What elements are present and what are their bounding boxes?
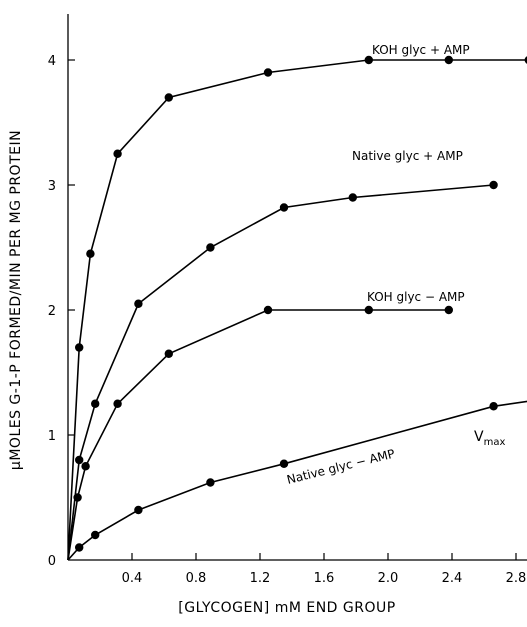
data-point-koh-glyc-amp bbox=[86, 249, 95, 258]
y-tick-label: 3 bbox=[48, 179, 56, 194]
data-point-koh-glyc-amp bbox=[263, 305, 273, 315]
data-point-native-glyc-amp bbox=[279, 459, 289, 468]
data-point-native-glyc-amp bbox=[279, 203, 289, 212]
data-point-koh-glyc-amp bbox=[364, 305, 373, 315]
vmax-subscript: max bbox=[484, 437, 506, 448]
y-tick-label: 0 bbox=[48, 554, 56, 569]
x-tick-label: 1.2 bbox=[250, 571, 271, 586]
x-tick-label: 2.0 bbox=[378, 571, 399, 586]
data-point-native-glyc-amp bbox=[91, 530, 100, 540]
data-point-koh-glyc-amp bbox=[263, 68, 273, 77]
data-point-native-glyc-amp bbox=[134, 505, 143, 515]
x-tick-label: 0.8 bbox=[186, 571, 207, 586]
series-label-koh-plus-amp: KOH glyc + AMP bbox=[372, 43, 470, 57]
data-point-koh-glyc-amp bbox=[524, 56, 527, 64]
data-point-koh-glyc-amp bbox=[81, 462, 90, 471]
series-line-native-glyc-amp bbox=[67, 184, 494, 561]
data-point-native-glyc-amp bbox=[91, 399, 100, 408]
data-point-koh-glyc-amp bbox=[364, 55, 373, 65]
y-tick-label: 1 bbox=[48, 429, 56, 444]
series-line-koh-glyc-amp bbox=[67, 309, 449, 561]
data-point-native-glyc-amp bbox=[489, 180, 498, 190]
series-label-native-minus-amp: Native glyc − AMP bbox=[285, 447, 396, 487]
y-tick-label: 4 bbox=[48, 54, 56, 69]
data-point-koh-glyc-amp bbox=[164, 93, 173, 102]
y-axis-title: μMOLES G-1-P FORMED/MIN PER MG PROTEIN bbox=[8, 130, 24, 470]
data-point-koh-glyc-amp bbox=[444, 305, 453, 315]
series-lines bbox=[67, 59, 527, 561]
x-axis-title: [GLYCOGEN] mM END GROUP bbox=[178, 600, 395, 616]
data-point-koh-glyc-amp bbox=[444, 55, 453, 65]
data-point-koh-glyc-amp bbox=[113, 149, 122, 158]
data-point-koh-glyc-amp bbox=[164, 349, 173, 358]
ticks: 0.4 0.8 1.2 1.6 2.0 2.4 2.8 0 1 2 3 4 bbox=[48, 54, 527, 586]
series-points bbox=[73, 55, 527, 552]
data-point-native-glyc-amp bbox=[75, 543, 84, 552]
data-point-koh-glyc-amp bbox=[75, 343, 84, 352]
x-tick-label: 1.6 bbox=[314, 571, 335, 586]
x-tick-label: 2.4 bbox=[442, 571, 463, 586]
data-point-native-glyc-amp bbox=[348, 193, 357, 202]
data-point-native-glyc-amp bbox=[206, 478, 215, 487]
x-tick-label: 2.8 bbox=[506, 571, 527, 586]
data-point-native-glyc-amp bbox=[206, 243, 215, 252]
data-point-koh-glyc-amp bbox=[73, 493, 82, 502]
data-point-native-glyc-amp bbox=[489, 402, 498, 411]
series-label-koh-minus-amp: KOH glyc − AMP bbox=[367, 290, 465, 304]
data-point-native-glyc-amp bbox=[134, 299, 143, 308]
y-tick-label: 2 bbox=[48, 304, 56, 319]
vmax-main: V bbox=[474, 429, 484, 445]
data-point-koh-glyc-amp bbox=[113, 399, 122, 408]
vmax-label: Vmax bbox=[474, 429, 505, 448]
data-point-native-glyc-amp bbox=[75, 455, 84, 465]
series-label-native-plus-amp: Native glyc + AMP bbox=[352, 149, 463, 163]
axes bbox=[67, 14, 527, 561]
x-tick-label: 0.4 bbox=[122, 571, 143, 586]
